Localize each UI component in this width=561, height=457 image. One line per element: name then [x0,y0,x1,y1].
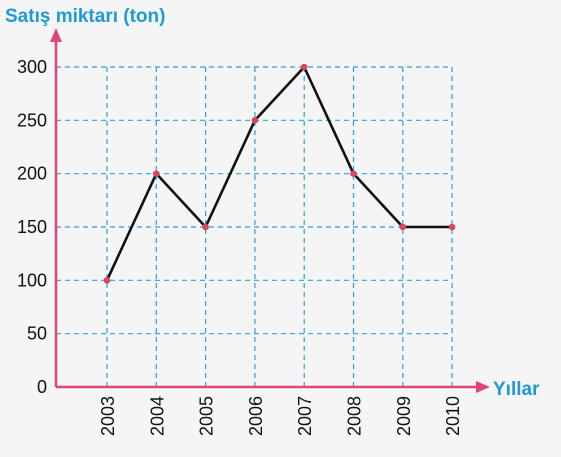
series-line [105,65,453,281]
data-point [153,170,160,177]
data-point [448,223,456,231]
y-tick-label: 250 [17,110,47,130]
data-point [350,170,357,177]
x-tick-label: 2003 [98,396,118,436]
data-point [103,277,111,284]
x-tick-label: 2009 [394,396,414,436]
y-tick-labels: 0 50 100 150 200 250 300 [17,57,47,397]
y-axis-arrow-icon [50,28,62,42]
data-point [399,223,407,231]
y-tick-label: 200 [17,164,47,184]
y-tick-label: 150 [17,217,47,237]
y-tick-label: 300 [17,57,47,77]
data-points [103,63,456,284]
x-tick-label: 2010 [443,396,463,436]
x-tick-label: 2008 [345,396,365,436]
x-tick-label: 2007 [295,396,315,436]
grid [56,66,453,387]
y-tick-label: 100 [17,270,47,290]
x-axis-arrow-icon [476,381,490,393]
x-tick-label: 2006 [246,396,266,436]
x-tick-label: 2004 [147,396,167,436]
x-axis-title: Yıllar [493,379,540,400]
data-point [202,223,209,231]
axes [50,28,490,393]
y-tick-label: 0 [37,377,47,397]
y-tick-label: 50 [27,324,47,344]
data-point [251,117,259,124]
x-tick-label: 2005 [197,396,217,436]
x-tick-labels: 2003 2004 2005 2006 2007 2008 2009 2010 [98,396,463,436]
data-point [300,63,308,71]
y-axis-title: Satış miktarı (ton) [5,6,165,27]
